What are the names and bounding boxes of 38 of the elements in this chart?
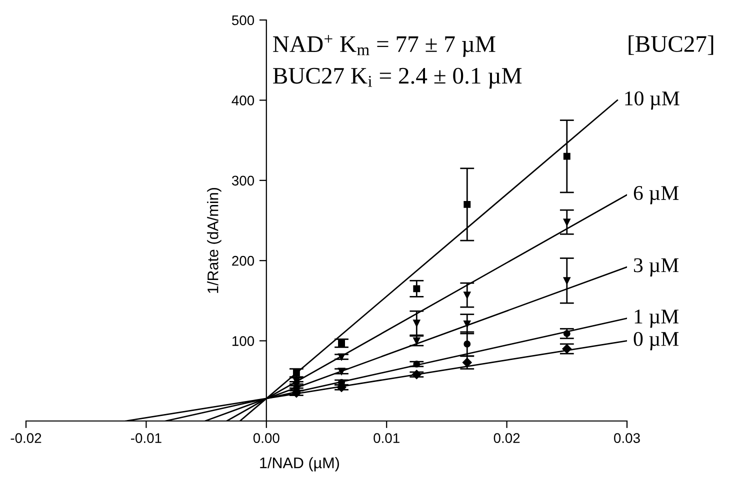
- y-tick-label: 500: [232, 15, 254, 26]
- x-tick-label: 0.01: [374, 433, 400, 444]
- point: [338, 353, 345, 360]
- x-tick-label: 0.03: [614, 433, 640, 444]
- point: [563, 277, 570, 284]
- series-label: 0 µM: [634, 332, 679, 350]
- point: [464, 292, 471, 299]
- point: [563, 330, 570, 338]
- y-tick-label: 200: [232, 256, 254, 266]
- x-axis-title: 1/NAD (µM): [260, 457, 339, 472]
- x-tick-label: 0.00: [253, 433, 280, 444]
- y-axis-title: 1/Rate (dA/min): [207, 188, 222, 293]
- x-tick-label: -0.01: [130, 433, 162, 444]
- point: [292, 369, 300, 376]
- text: [BUC27]: [628, 35, 714, 55]
- point: [413, 320, 420, 327]
- point: [338, 340, 345, 347]
- point: [338, 368, 345, 375]
- series-label: 1 µM: [634, 310, 679, 328]
- point: [464, 320, 471, 328]
- point: [563, 152, 570, 160]
- annotation: NAD$^{+}$ K$_{m}$ = 77 ± 7 µM: [273, 34, 496, 57]
- x-tick-label: -0.02: [10, 433, 42, 444]
- annotation: BUC27 K$_{i}$ = 2.4 ± 0.1 µM: [273, 68, 522, 89]
- y-tick-label: 400: [232, 96, 254, 106]
- point: [413, 285, 420, 292]
- y-tick-label: 300: [232, 176, 254, 186]
- point: [562, 344, 572, 354]
- series-label: 10 µM: [625, 91, 680, 110]
- series-label: 3 µM: [634, 258, 679, 276]
- y-tick-label: 100: [232, 336, 254, 346]
- series-label: 6 µM: [634, 186, 679, 204]
- x-tick-label: 0.02: [494, 433, 520, 444]
- point: [413, 360, 420, 368]
- point: [464, 200, 471, 208]
- point: [412, 370, 422, 380]
- point: [563, 218, 570, 226]
- point: [464, 340, 471, 348]
